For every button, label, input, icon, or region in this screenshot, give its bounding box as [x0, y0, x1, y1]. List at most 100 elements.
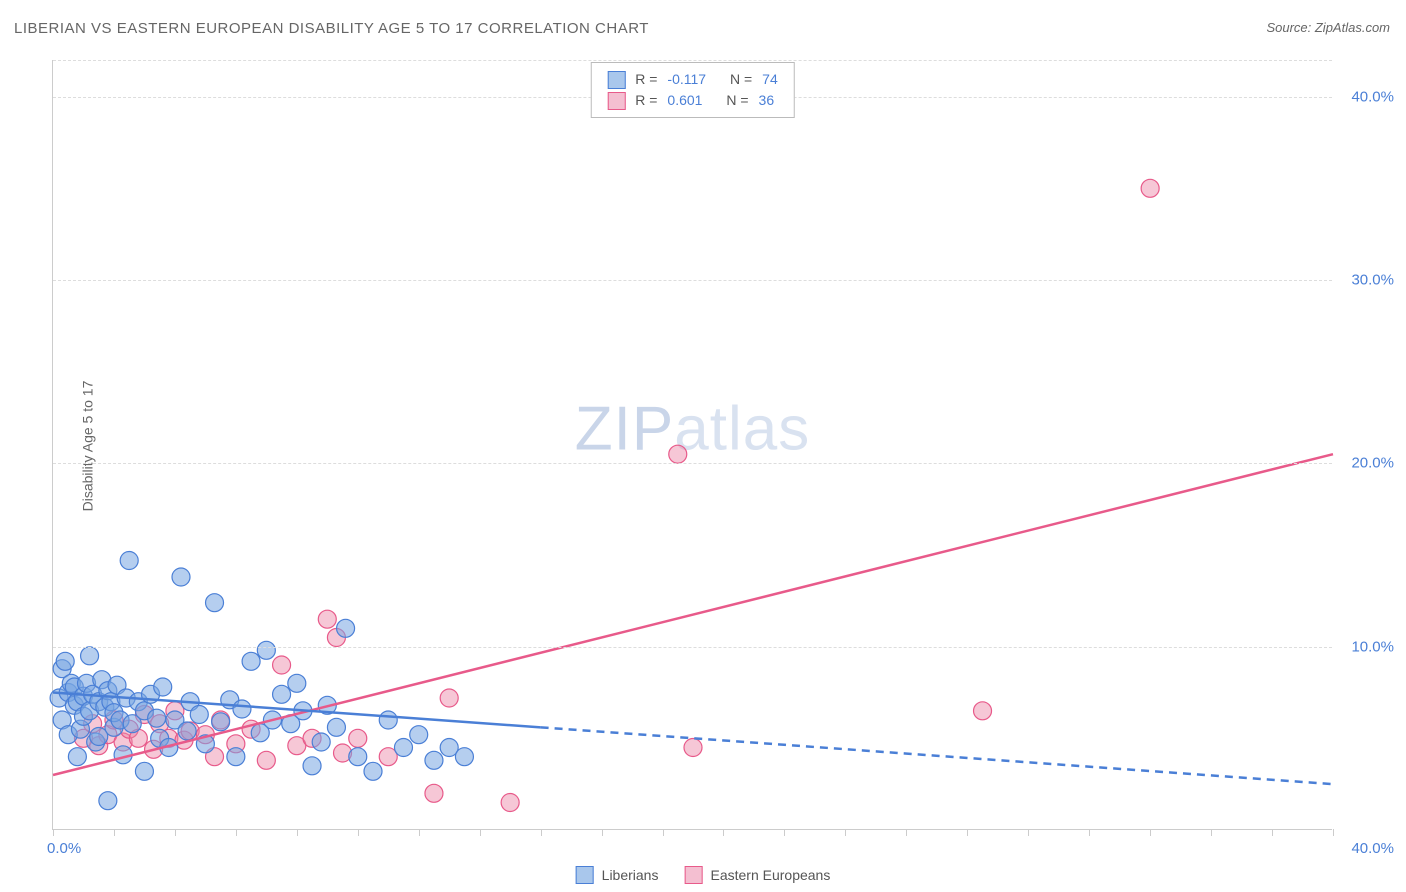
data-point — [212, 713, 230, 731]
x-tick — [967, 829, 968, 836]
grid-line — [53, 647, 1332, 648]
x-tick — [419, 829, 420, 836]
trend-line — [541, 727, 1333, 784]
x-tick — [297, 829, 298, 836]
x-axis-min-label: 0.0% — [47, 840, 81, 857]
data-point — [364, 762, 382, 780]
data-point — [81, 647, 99, 665]
x-tick — [602, 829, 603, 836]
plot-area: ZIPatlas R = -0.117 N = 74 R = 0.601 N =… — [52, 60, 1332, 830]
data-point — [206, 594, 224, 612]
data-point — [318, 610, 336, 628]
grid-line — [53, 60, 1332, 61]
stat-r-liberians: -0.117 — [667, 69, 706, 90]
trend-line — [53, 454, 1333, 775]
legend-label-liberians: Liberians — [602, 867, 659, 883]
stat-n-label: N = — [730, 69, 752, 90]
data-point — [148, 709, 166, 727]
data-point — [233, 700, 251, 718]
stats-legend-box: R = -0.117 N = 74 R = 0.601 N = 36 — [590, 62, 795, 118]
x-tick — [663, 829, 664, 836]
legend-bottom: Liberians Eastern Europeans — [576, 866, 831, 884]
stat-r-eastern: 0.601 — [667, 90, 702, 111]
x-tick — [114, 829, 115, 836]
y-tick-label: 10.0% — [1351, 638, 1394, 655]
y-tick-label: 40.0% — [1351, 88, 1394, 105]
x-tick — [480, 829, 481, 836]
x-tick — [1272, 829, 1273, 836]
x-tick — [53, 829, 54, 836]
data-point — [425, 751, 443, 769]
data-point — [425, 784, 443, 802]
stat-r-label: R = — [635, 90, 657, 111]
data-point — [312, 733, 330, 751]
legend-item-liberians: Liberians — [576, 866, 659, 884]
data-point — [349, 748, 367, 766]
x-tick — [358, 829, 359, 836]
data-point — [337, 619, 355, 637]
data-point — [154, 678, 172, 696]
swatch-liberians — [607, 71, 625, 89]
data-point — [257, 751, 275, 769]
data-point — [379, 711, 397, 729]
stat-n-label: N = — [726, 90, 748, 111]
data-point — [410, 726, 428, 744]
data-point — [178, 722, 196, 740]
data-point — [288, 674, 306, 692]
data-point — [190, 706, 208, 724]
grid-line — [53, 280, 1332, 281]
data-point — [135, 762, 153, 780]
data-point — [172, 568, 190, 586]
data-point — [99, 792, 117, 810]
data-point — [120, 552, 138, 570]
x-tick — [1211, 829, 1212, 836]
data-point — [242, 652, 260, 670]
x-tick — [845, 829, 846, 836]
stat-r-label: R = — [635, 69, 657, 90]
x-axis-max-label: 40.0% — [1351, 840, 1394, 857]
data-point — [56, 652, 74, 670]
x-tick — [1333, 829, 1334, 836]
x-tick — [236, 829, 237, 836]
data-point — [349, 729, 367, 747]
x-tick — [1150, 829, 1151, 836]
x-tick — [723, 829, 724, 836]
data-point — [257, 641, 275, 659]
correlation-chart: LIBERIAN VS EASTERN EUROPEAN DISABILITY … — [0, 0, 1406, 892]
stat-n-liberians: 74 — [762, 69, 778, 90]
data-point — [303, 757, 321, 775]
stat-n-eastern: 36 — [759, 90, 775, 111]
data-point — [974, 702, 992, 720]
x-tick — [1089, 829, 1090, 836]
data-point — [501, 794, 519, 812]
data-point — [669, 445, 687, 463]
x-tick — [1028, 829, 1029, 836]
data-point — [68, 748, 86, 766]
x-tick — [175, 829, 176, 836]
data-point — [684, 739, 702, 757]
swatch-eastern — [607, 92, 625, 110]
x-tick — [784, 829, 785, 836]
data-point — [227, 748, 245, 766]
data-point — [440, 689, 458, 707]
data-point — [455, 748, 473, 766]
legend-label-eastern: Eastern Europeans — [710, 867, 830, 883]
data-point — [273, 685, 291, 703]
data-point — [394, 739, 412, 757]
chart-title: LIBERIAN VS EASTERN EUROPEAN DISABILITY … — [14, 20, 649, 37]
legend-swatch-eastern — [684, 866, 702, 884]
x-tick — [906, 829, 907, 836]
x-tick — [541, 829, 542, 836]
legend-item-eastern: Eastern Europeans — [684, 866, 830, 884]
grid-line — [53, 463, 1332, 464]
source-attribution: Source: ZipAtlas.com — [1266, 20, 1390, 35]
scatter-svg — [53, 60, 1332, 829]
data-point — [273, 656, 291, 674]
y-tick-label: 20.0% — [1351, 455, 1394, 472]
data-point — [327, 718, 345, 736]
stats-row-liberians: R = -0.117 N = 74 — [607, 69, 778, 90]
y-tick-label: 30.0% — [1351, 272, 1394, 289]
data-point — [1141, 179, 1159, 197]
stats-row-eastern: R = 0.601 N = 36 — [607, 90, 778, 111]
legend-swatch-liberians — [576, 866, 594, 884]
